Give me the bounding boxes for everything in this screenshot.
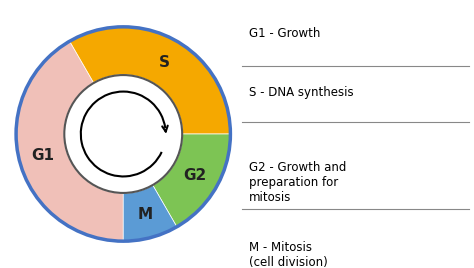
Wedge shape bbox=[123, 185, 177, 241]
Text: G1: G1 bbox=[31, 148, 55, 163]
Text: S - DNA synthesis: S - DNA synthesis bbox=[249, 86, 354, 99]
Text: M - Mitosis
(cell division): M - Mitosis (cell division) bbox=[249, 241, 328, 268]
Text: G1 - Growth: G1 - Growth bbox=[249, 27, 320, 40]
Text: G2: G2 bbox=[183, 168, 207, 183]
Wedge shape bbox=[16, 41, 123, 241]
Text: S: S bbox=[159, 55, 170, 70]
Wedge shape bbox=[153, 134, 230, 227]
Text: G2 - Growth and
preparation for
mitosis: G2 - Growth and preparation for mitosis bbox=[249, 161, 346, 204]
Wedge shape bbox=[70, 27, 230, 134]
Text: M: M bbox=[137, 207, 152, 222]
Circle shape bbox=[64, 75, 182, 193]
